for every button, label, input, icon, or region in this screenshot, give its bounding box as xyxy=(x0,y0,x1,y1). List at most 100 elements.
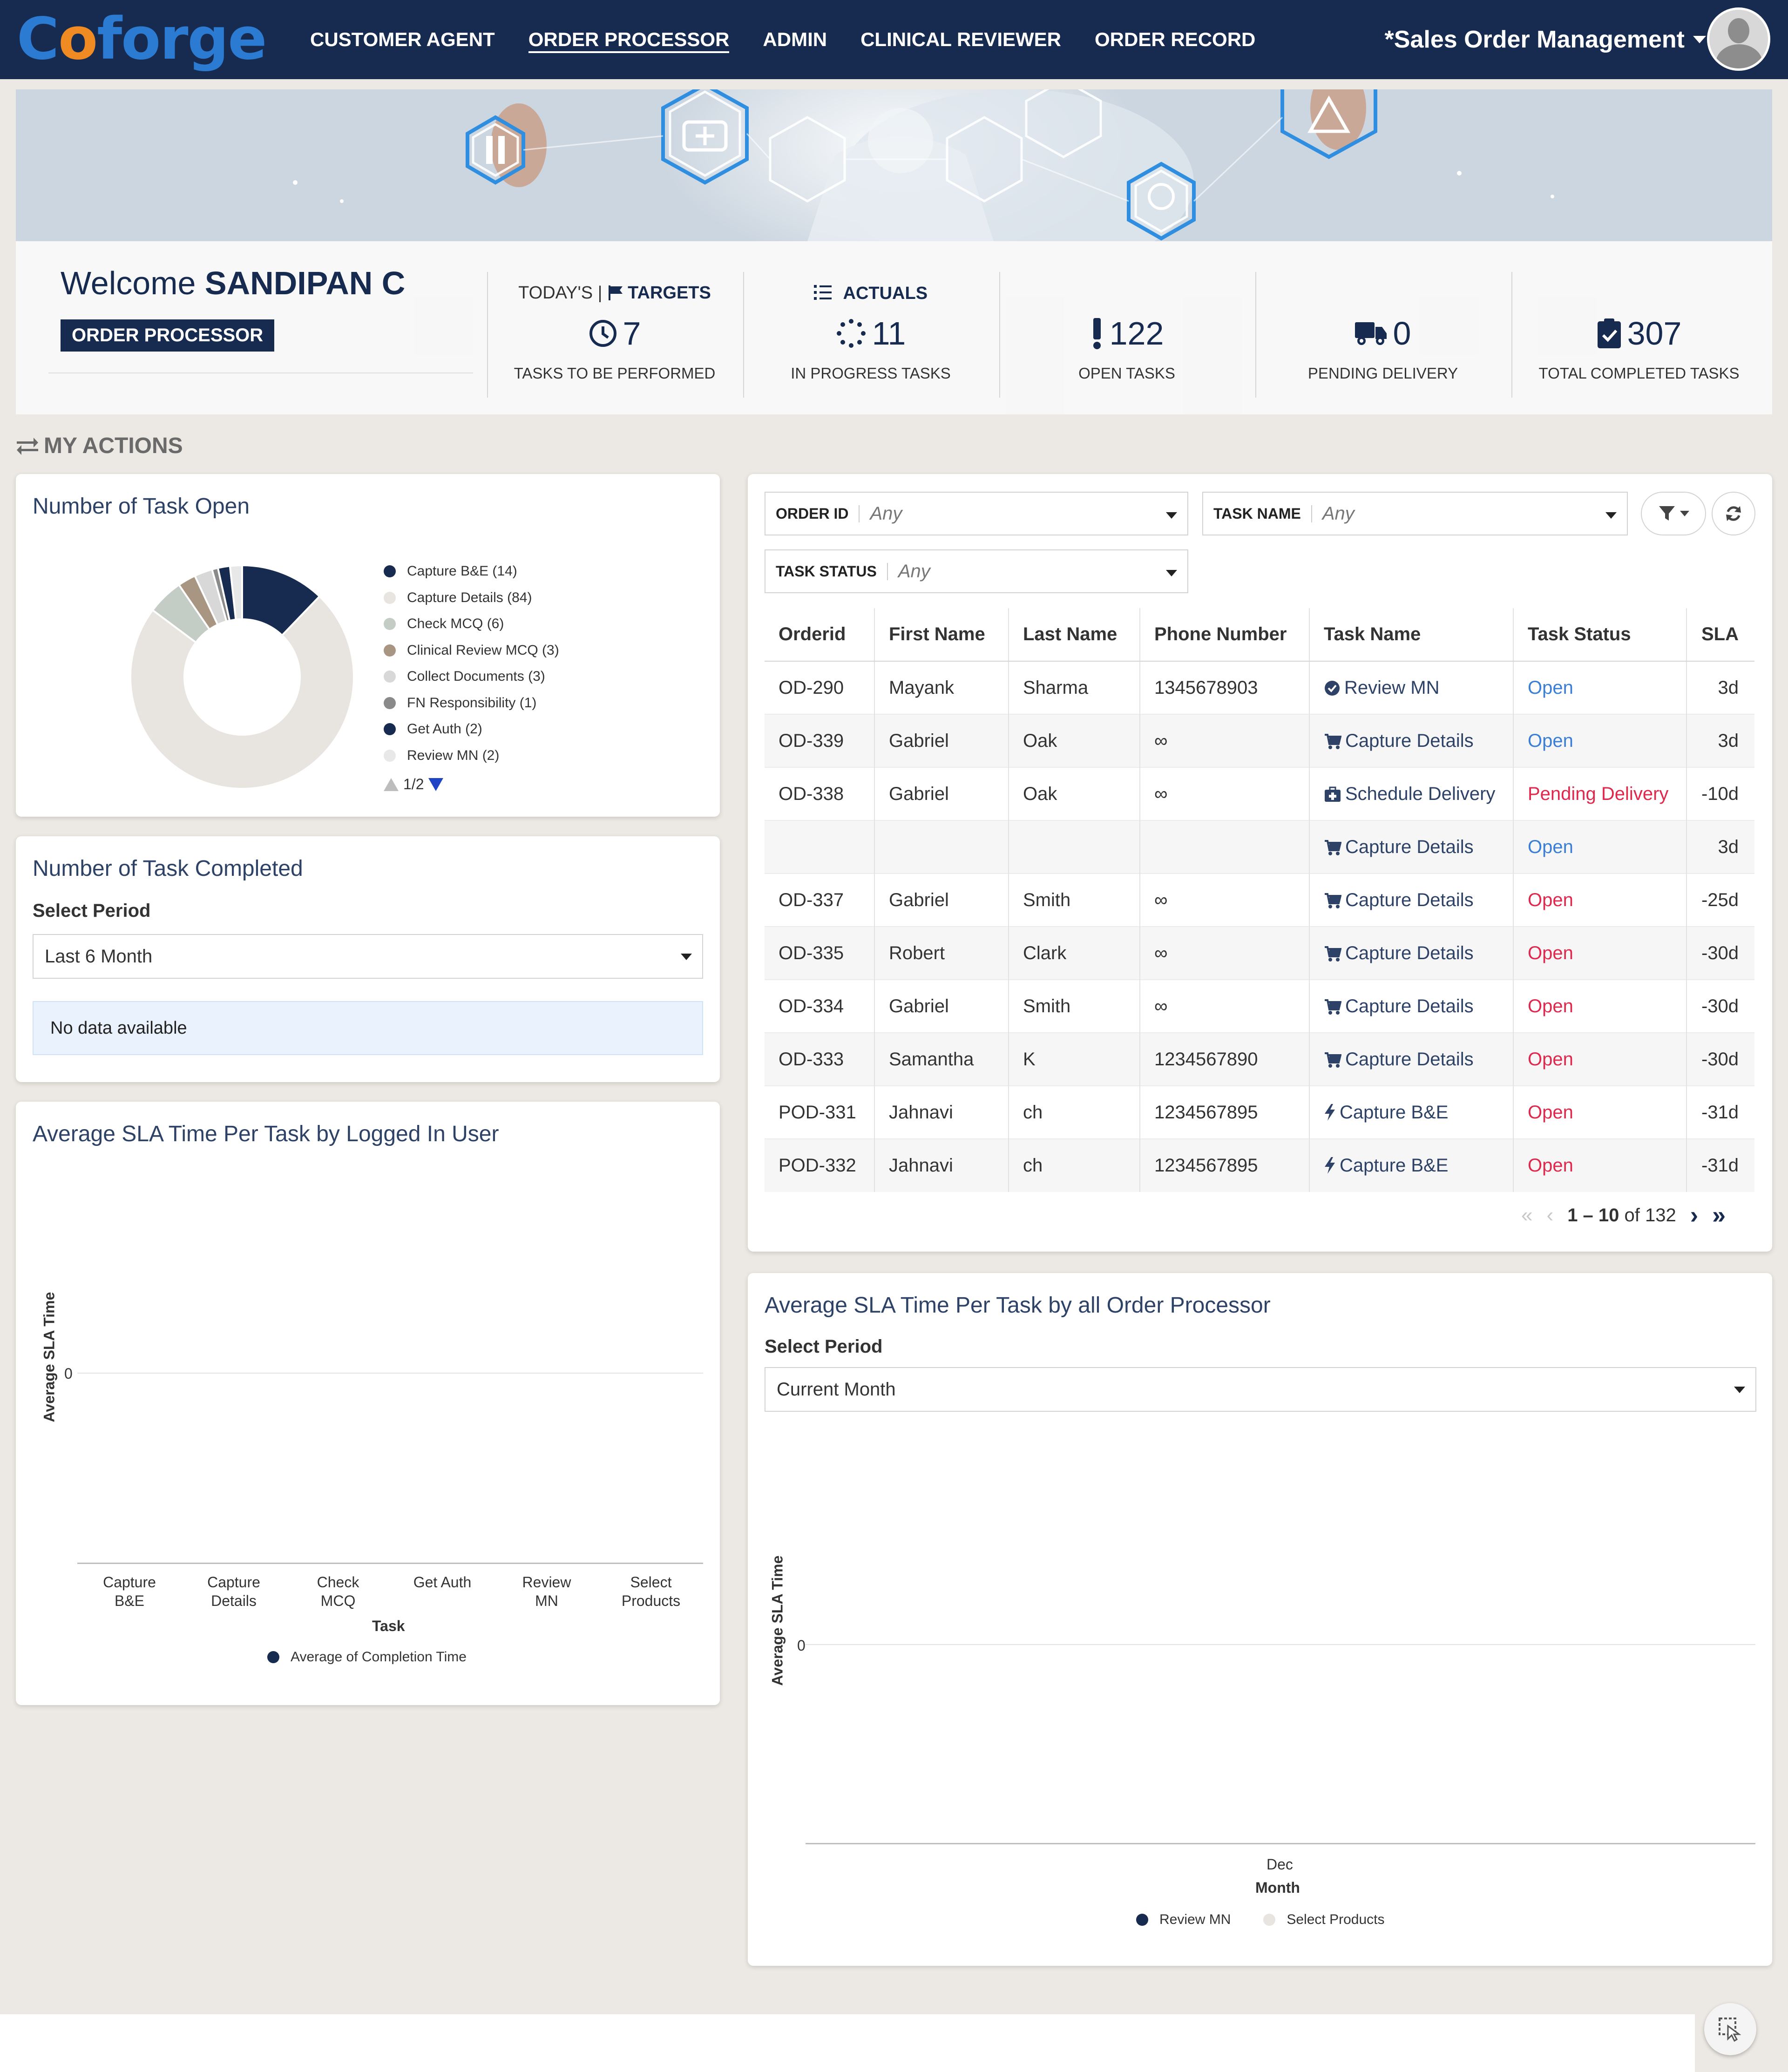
metric-tasks-to-perform: TODAY'S | TARGETS 7 TASKS TO BE PERFORME… xyxy=(487,264,742,398)
cell-task-name[interactable]: Capture Details xyxy=(1309,1032,1514,1086)
table-row[interactable]: OD-290 Mayank Sharma 1345678903 Review MN Ope… xyxy=(765,661,1754,714)
table-row[interactable]: OD-335 Robert Clark ∞ Capture Details Open -30… xyxy=(765,926,1754,980)
my-actions-label: MY ACTIONS xyxy=(44,433,183,458)
task-name-label: Review MN xyxy=(1344,677,1440,698)
role-badge: ORDER PROCESSOR xyxy=(61,319,275,352)
flag-icon xyxy=(609,285,623,300)
cell-sla: -31d xyxy=(1686,1138,1754,1192)
sla-all-ytick: 0 xyxy=(797,1637,806,1654)
legend-item[interactable]: Get Auth (2) xyxy=(384,721,482,737)
cell-phone: 1234567890 xyxy=(1140,1032,1310,1086)
table-row[interactable]: OD-339 Gabriel Oak ∞ Capture Details Open 3d xyxy=(765,714,1754,767)
table-row[interactable]: OD-334 Gabriel Smith ∞ Capture Details Open -3… xyxy=(765,979,1754,1033)
table-row[interactable]: POD-332 Jahnavi ch 1234567895 Capture B&E Ope… xyxy=(765,1138,1754,1192)
legend-dot xyxy=(384,670,396,683)
metric-in-progress: ACTUALS 11 IN PROGRESS TASKS xyxy=(743,264,998,398)
nav-admin[interactable]: ADMIN xyxy=(763,28,827,50)
tasks-table: Orderid First Name Last Name Phone Numbe… xyxy=(765,608,1754,1192)
legend-item[interactable]: Review MN (2) xyxy=(384,748,499,764)
task-name-filter[interactable]: TASK NAME Any xyxy=(1202,492,1628,535)
nav-order-record[interactable]: ORDER RECORD xyxy=(1095,28,1256,50)
table-row[interactable]: OD-338 Gabriel Oak ∞ Schedule Delivery Pendin… xyxy=(765,767,1754,820)
refresh-button[interactable] xyxy=(1712,492,1755,535)
legend-next-icon[interactable] xyxy=(428,778,444,791)
clock-icon xyxy=(589,320,616,347)
cell-first-name: Jahnavi xyxy=(874,1085,1009,1139)
last-page-icon[interactable]: » xyxy=(1712,1202,1726,1229)
legend-dot xyxy=(384,591,396,604)
cell-last-name: Oak xyxy=(1009,714,1140,767)
col-orderid[interactable]: Orderid xyxy=(765,608,875,662)
table-row[interactable]: POD-331 Jahnavi ch 1234567895 Capture B&E Ope… xyxy=(765,1085,1754,1139)
table-row[interactable]: OD-337 Gabriel Smith ∞ Capture Details Open -2… xyxy=(765,873,1754,927)
cell-task-status: Open xyxy=(1513,714,1687,767)
app-switcher[interactable]: *Sales Order Management xyxy=(1385,0,1706,79)
chevron-down-icon xyxy=(1605,512,1617,519)
legend-prev-icon[interactable] xyxy=(384,778,399,791)
actuals-header: ACTUALS xyxy=(743,283,998,304)
order-id-filter-label: ORDER ID xyxy=(765,505,860,522)
cell-task-name[interactable]: Capture Details xyxy=(1309,714,1514,767)
task-open-donut-chart[interactable] xyxy=(121,556,363,798)
legend-item[interactable]: Clinical Review MCQ (3) xyxy=(384,643,559,658)
cell-task-name[interactable]: Capture Details xyxy=(1309,926,1514,980)
coforge-logo[interactable]: Coforge xyxy=(17,6,267,73)
nav-clinical-reviewer[interactable]: CLINICAL REVIEWER xyxy=(860,28,1061,50)
table-row[interactable]: Capture Details Open 3d xyxy=(765,820,1754,873)
cell-sla: 3d xyxy=(1686,714,1754,767)
task-status-filter[interactable]: TASK STATUS Any xyxy=(765,549,1188,593)
col-phone-number[interactable]: Phone Number xyxy=(1140,608,1310,662)
metric-label: OPEN TASKS xyxy=(1078,365,1175,382)
legend-item[interactable]: Collect Documents (3) xyxy=(384,669,545,684)
floating-select-button[interactable] xyxy=(1704,2003,1756,2055)
donut-slice[interactable] xyxy=(229,564,243,621)
col-last-name[interactable]: Last Name xyxy=(1009,608,1140,662)
next-page-icon[interactable]: › xyxy=(1690,1202,1699,1229)
metric-label: PENDING DELIVERY xyxy=(1307,365,1458,382)
cell-task-name[interactable]: Capture Details xyxy=(1309,873,1514,927)
cell-first-name xyxy=(874,820,1009,873)
sla-user-legend: Average of Completion Time xyxy=(267,1649,467,1665)
cell-task-name[interactable]: Schedule Delivery xyxy=(1309,767,1514,820)
cell-task-status: Open xyxy=(1513,926,1687,980)
period-select[interactable]: Current Month xyxy=(765,1367,1756,1412)
cell-last-name: Clark xyxy=(1009,926,1140,980)
legend-item[interactable]: Check MCQ (6) xyxy=(384,616,504,632)
cell-first-name: Robert xyxy=(874,926,1009,980)
cell-task-name[interactable]: Capture B&E xyxy=(1309,1138,1514,1192)
donut-slice[interactable] xyxy=(129,595,355,790)
legend-label: Capture Details (84) xyxy=(407,589,532,605)
nav-order-processor[interactable]: ORDER PROCESSOR xyxy=(512,0,746,79)
first-page-icon[interactable]: « xyxy=(1521,1204,1533,1226)
cell-task-status: Open xyxy=(1513,661,1687,714)
task-name-label: Capture Details xyxy=(1345,1049,1474,1070)
period-select[interactable]: Last 6 Month xyxy=(33,934,703,979)
x-tick-label: Capture Details xyxy=(207,1574,260,1609)
legend-item[interactable]: FN Responsibility (1) xyxy=(384,695,536,711)
task-open-card: Number of Task Open Capture B&E (14) Capt… xyxy=(16,474,720,817)
cell-sla: 3d xyxy=(1686,661,1754,714)
user-avatar[interactable] xyxy=(1707,7,1770,71)
cell-orderid: POD-332 xyxy=(765,1138,875,1192)
legend-item[interactable]: Capture Details (84) xyxy=(384,590,532,606)
table-row[interactable]: OD-333 Samantha K 1234567890 Capture Details… xyxy=(765,1032,1754,1086)
cell-task-name[interactable]: Capture Details xyxy=(1309,820,1514,873)
col-task-status[interactable]: Task Status xyxy=(1513,608,1687,662)
cursor-select-icon xyxy=(1719,2018,1741,2042)
col-task-name[interactable]: Task Name xyxy=(1309,608,1514,662)
filter-button[interactable] xyxy=(1641,492,1706,535)
cell-task-name[interactable]: Review MN xyxy=(1309,661,1514,714)
cell-last-name: ch xyxy=(1009,1138,1140,1192)
legend-item[interactable]: Capture B&E (14) xyxy=(384,563,517,579)
cell-task-name[interactable]: Capture Details xyxy=(1309,979,1514,1033)
col-first-name[interactable]: First Name xyxy=(874,608,1009,662)
order-id-filter[interactable]: ORDER ID Any xyxy=(765,492,1188,535)
cell-task-name[interactable]: Capture B&E xyxy=(1309,1085,1514,1139)
nav-customer-agent[interactable]: CUSTOMER AGENT xyxy=(310,28,495,50)
cell-phone: ∞ xyxy=(1140,979,1310,1033)
bolt-icon xyxy=(1324,1155,1340,1176)
prev-page-icon[interactable]: ‹ xyxy=(1546,1204,1554,1226)
sla-user-legend-label: Average of Completion Time xyxy=(291,1649,467,1665)
metric-total-completed: 307 TOTAL COMPLETED TASKS xyxy=(1511,264,1767,398)
col-sla[interactable]: SLA xyxy=(1686,608,1754,662)
